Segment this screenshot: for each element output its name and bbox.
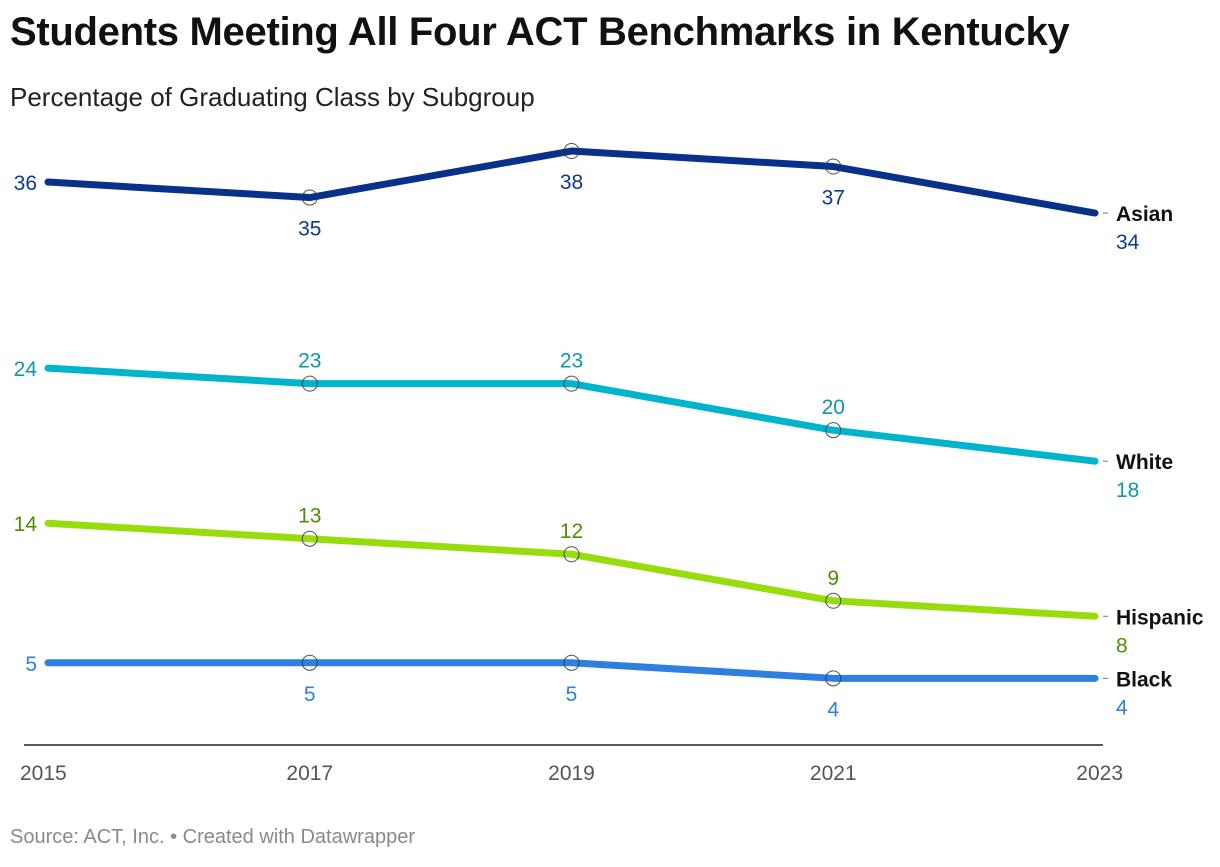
data-label-hispanic: 14 xyxy=(14,513,38,536)
series-name-label-hispanic: Hispanic xyxy=(1116,606,1204,629)
data-label-hispanic: 8 xyxy=(1116,634,1128,657)
page-subtitle: Percentage of Graduating Class by Subgro… xyxy=(10,82,535,112)
data-label-asian: 36 xyxy=(14,172,37,195)
series-name-label-black: Black xyxy=(1116,668,1172,691)
x-tick-label: 2021 xyxy=(810,762,857,785)
data-label-white: 24 xyxy=(14,358,38,381)
x-tick-label: 2019 xyxy=(548,762,595,785)
data-label-asian: 38 xyxy=(560,171,583,194)
data-label-black: 4 xyxy=(1116,696,1128,719)
x-tick-label: 2023 xyxy=(1076,762,1123,785)
point-marker-white xyxy=(301,375,318,392)
data-label-black: 5 xyxy=(25,653,37,676)
page-title: Students Meeting All Four ACT Benchmarks… xyxy=(10,10,1070,54)
data-label-white: 23 xyxy=(560,350,583,373)
data-label-asian: 34 xyxy=(1116,231,1140,254)
credit-label: Created with Datawrapper xyxy=(182,826,415,848)
point-marker-white xyxy=(825,422,842,439)
data-label-asian: 37 xyxy=(822,187,845,210)
series-line-hispanic xyxy=(44,519,1099,620)
point-marker-hispanic xyxy=(563,546,580,563)
footer-separator: • xyxy=(164,826,183,848)
x-tick-label: 2017 xyxy=(286,762,333,785)
point-marker-hispanic xyxy=(301,530,318,547)
point-marker-white xyxy=(563,375,580,392)
source-label: Source: ACT, Inc. xyxy=(10,826,165,848)
series-line-black xyxy=(44,659,1099,682)
series-name-label-asian: Asian xyxy=(1116,203,1173,226)
data-label-white: 18 xyxy=(1116,479,1139,502)
point-marker-black xyxy=(563,654,580,671)
series-line-white xyxy=(44,364,1099,465)
data-label-white: 23 xyxy=(298,350,321,373)
point-marker-black xyxy=(301,654,318,671)
data-label-black: 5 xyxy=(566,683,578,706)
x-tick-label: 2015 xyxy=(20,762,67,785)
data-label-hispanic: 9 xyxy=(827,567,839,590)
point-marker-asian xyxy=(825,158,842,175)
data-label-hispanic: 13 xyxy=(298,505,321,528)
point-marker-black xyxy=(825,670,842,687)
series-line-asian xyxy=(44,147,1099,217)
data-label-white: 20 xyxy=(822,396,845,419)
data-label-black: 5 xyxy=(304,683,316,706)
data-label-black: 4 xyxy=(827,698,839,721)
data-label-asian: 35 xyxy=(298,218,321,241)
point-marker-asian xyxy=(563,143,580,160)
data-label-hispanic: 12 xyxy=(560,520,583,543)
series-name-label-white: White xyxy=(1116,451,1173,474)
footer: Source: ACT, Inc. • Created with Datawra… xyxy=(10,826,415,849)
point-marker-asian xyxy=(301,189,318,206)
point-marker-hispanic xyxy=(825,592,842,609)
